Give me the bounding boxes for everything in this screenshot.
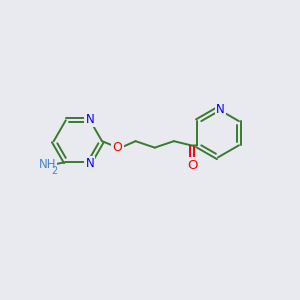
Text: N: N bbox=[216, 103, 225, 116]
Text: 2: 2 bbox=[51, 166, 57, 176]
Text: O: O bbox=[112, 141, 122, 154]
Text: O: O bbox=[187, 158, 197, 172]
Text: N: N bbox=[85, 112, 94, 126]
Text: NH: NH bbox=[39, 158, 56, 171]
Text: N: N bbox=[85, 157, 94, 170]
